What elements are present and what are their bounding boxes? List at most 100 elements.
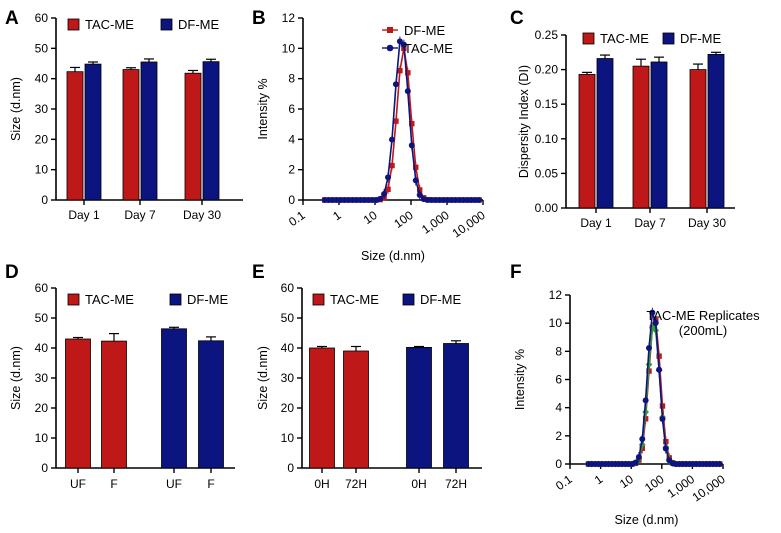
data-point (632, 459, 639, 466)
y-tick-label: 12 (549, 288, 563, 302)
data-point (385, 174, 392, 181)
series-tac-me (321, 36, 483, 203)
bar (198, 340, 224, 469)
bar (140, 61, 158, 201)
x-tick-label: Day 1 (580, 216, 612, 230)
y-tick-label: 10 (35, 163, 49, 177)
x-tick-label: 0.1 (553, 472, 575, 493)
y-tick-label: 0 (288, 193, 295, 207)
x-tick-label: Day 30 (183, 208, 221, 222)
legend-swatch (67, 293, 80, 306)
y-tick-label: 40 (35, 72, 49, 86)
y-tick-label: 6 (555, 373, 562, 387)
legend-swatch (169, 293, 182, 306)
x-tick-label: UF (70, 477, 86, 491)
legend-swatch (402, 293, 415, 306)
y-tick-label: 20 (35, 132, 49, 146)
legend-swatch (67, 18, 80, 31)
x-tick-label: F (207, 477, 214, 491)
y-tick-label: 0 (41, 193, 48, 207)
x-tick-label: Day 1 (68, 208, 100, 222)
panel-A: 0 10 20 30 40 50 60 Size (d.nm) A TAC-ME DF-ME Day … (5, 8, 243, 222)
data-point (659, 416, 666, 423)
y-axis-label: Size (d.nm) (9, 77, 23, 141)
legend-swatch (312, 293, 325, 306)
y-tick-label: 50 (35, 41, 49, 55)
x-tick-label: 10,000 (690, 472, 728, 505)
data-point (645, 361, 653, 368)
series-line (588, 325, 720, 465)
legend-marker (386, 44, 394, 52)
series-line (588, 317, 720, 465)
y-tick-label: 12 (282, 11, 296, 25)
x-tick-label: 1,000 (419, 208, 452, 237)
panel-B: 0 2 4 6 8 10 12 Intensity % B 0.1 1 10 100 1,00010,00… (252, 8, 488, 263)
y-tick-label: 50 (35, 311, 49, 325)
bar (707, 53, 725, 209)
legend-swatch (662, 32, 675, 45)
data-point (404, 88, 411, 95)
y-tick-label: 2 (288, 163, 295, 177)
x-axis-label: Size (d.nm) (361, 249, 425, 263)
legend-label: TAC-ME (85, 17, 134, 32)
bar (578, 74, 596, 209)
y-tick-label: 40 (35, 341, 49, 355)
annotation-text: (200mL) (679, 323, 727, 338)
legend-label: TAC-ME (404, 41, 453, 56)
y-tick-label: 0.15 (535, 97, 559, 111)
data-point (646, 344, 653, 351)
x-tick-label: 100 (642, 472, 667, 495)
data-point (652, 319, 659, 326)
x-tick-label: 10 (617, 472, 636, 491)
y-tick-label: 60 (35, 281, 49, 295)
data-point (408, 142, 415, 149)
data-point (413, 164, 419, 170)
series-replicate-3 (585, 307, 723, 467)
legend-label: DF-ME (178, 17, 219, 32)
data-point (377, 195, 384, 202)
y-axis-label: Intensity % (256, 78, 270, 139)
data-point (393, 118, 399, 124)
y-tick-label: 10 (35, 431, 49, 445)
panel-letter: D (5, 262, 19, 283)
data-point (405, 70, 411, 76)
y-tick-label: 50 (281, 311, 295, 325)
panel-letter: E (252, 262, 265, 283)
y-tick-label: 4 (555, 401, 562, 415)
bar (66, 71, 84, 201)
annotation-text: TAC-ME Replicates (646, 308, 760, 323)
panel-D: 0 10 20 30 40 50 60 Size (d.nm) D TAC-ME DF-ME UF F U… (5, 262, 235, 491)
panel-letter: B (252, 8, 266, 29)
bar (406, 346, 432, 469)
x-tick-label: 100 (391, 208, 416, 231)
data-point (716, 461, 723, 467)
panel-letter: A (5, 8, 19, 29)
data-point (416, 191, 423, 198)
data-point (649, 309, 656, 316)
bar (343, 350, 369, 469)
legend-label: DF-ME (404, 23, 445, 38)
bar (161, 328, 187, 469)
legend-label: TAC-ME (330, 292, 379, 307)
bar (650, 61, 668, 209)
y-tick-label: 6 (288, 102, 295, 116)
x-tick-label: 1 (592, 472, 606, 487)
y-tick-label: 60 (35, 11, 49, 25)
bar (84, 63, 102, 201)
bar (65, 338, 91, 469)
series-df-me (321, 43, 482, 203)
panel-C: 0.00 0.05 0.10 0.15 0.20 0.25 Dispersity Index… (510, 8, 735, 230)
bar (202, 61, 220, 201)
legend-label: DF-ME (187, 292, 228, 307)
data-point (642, 397, 649, 404)
data-point (381, 190, 388, 197)
data-point (642, 408, 650, 416)
x-tick-label: 0H (314, 477, 329, 491)
y-tick-label: 10 (281, 431, 295, 445)
y-tick-label: 40 (281, 341, 295, 355)
legend-swatch (160, 18, 173, 31)
data-point (389, 162, 395, 169)
y-axis-label: Size (d.nm) (9, 346, 23, 410)
y-axis-label: Dispersity Index (DI) (517, 65, 531, 178)
x-tick-label: 10,000 (450, 208, 488, 241)
